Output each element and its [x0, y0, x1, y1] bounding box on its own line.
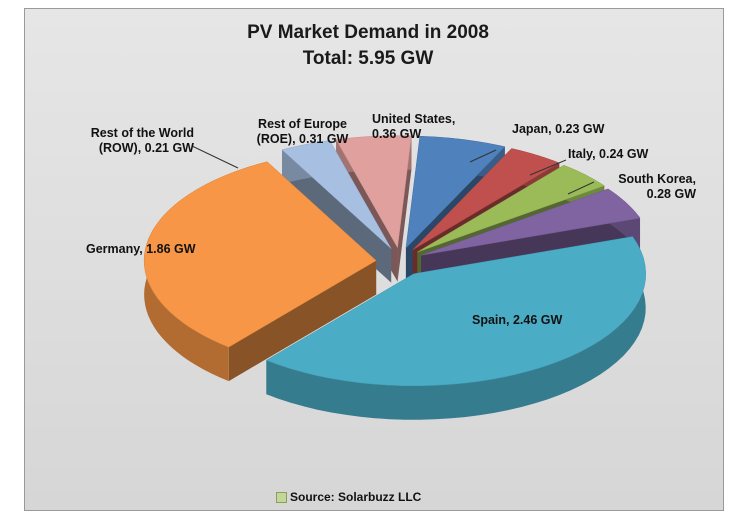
slice-side	[397, 135, 412, 282]
leader-line	[567, 181, 595, 195]
leader-line	[469, 149, 497, 163]
pie-slice	[265, 236, 646, 420]
slice-top	[417, 164, 605, 253]
slice-rim	[266, 236, 646, 420]
data-label: Japan, 0.23 GW	[512, 122, 605, 136]
chart-subtitle: Total: 5.95 GW	[302, 48, 434, 69]
slice-top	[421, 188, 641, 256]
data-label: United States, 0.36 GW	[372, 112, 456, 141]
pie-slice	[143, 161, 377, 382]
leader-line	[191, 145, 239, 169]
data-label: Italy, 0.24 GW	[568, 147, 649, 161]
slice-side	[228, 260, 377, 382]
slice-top	[405, 135, 506, 249]
data-label: South Korea, 0.28 GW	[618, 172, 696, 201]
data-label: Rest of the World (ROW), 0.21 GW	[90, 126, 194, 155]
chart-title: PV Market Demand in 2008	[247, 22, 489, 43]
source: Source: Solarbuzz LLC	[290, 490, 422, 504]
data-label: Spain, 2.46 GW	[472, 313, 563, 327]
slice-top	[265, 236, 646, 387]
data-label: Germany, 1.86 GW	[86, 242, 196, 256]
slice-top	[412, 148, 560, 251]
source-key	[276, 492, 287, 503]
slice-top	[143, 161, 377, 348]
slice-top	[281, 140, 392, 249]
leader-line	[529, 159, 567, 176]
slice-top	[335, 135, 412, 249]
data-label: Rest of Europe (ROE), 0.31 GW	[256, 117, 349, 146]
